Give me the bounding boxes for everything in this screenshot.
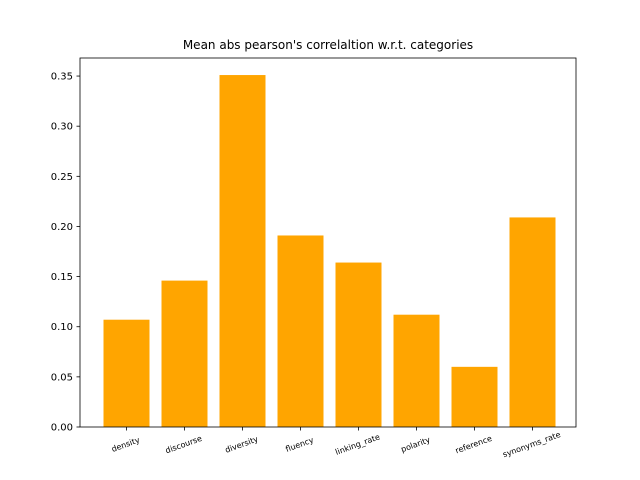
y-axis: 0.00 0.05 0.10 0.15 0.20 0.25 0.30 0.35 [51,72,80,434]
y-tick-label: 0.30 [51,122,73,133]
chart-title: Mean abs pearson's correlaltion w.r.t. c… [183,38,473,52]
x-tick-label: linking_rate [334,432,381,456]
bar-polarity [393,314,440,427]
bar-density [103,319,150,427]
x-tick-label: density [110,435,141,454]
plot-frame [79,57,577,428]
y-tick-label: 0.35 [51,72,73,83]
y-tick-label: 0.15 [51,272,73,283]
x-tick-label: polarity [400,435,432,454]
x-tick-label: synonyms_rate [501,430,561,459]
x-tick-label: diversity [224,434,260,454]
bar-reference [451,366,498,427]
bar-discourse [161,280,208,427]
bar-synonyms_rate [509,217,556,427]
x-tick-label: reference [454,434,493,456]
bar-diversity [219,75,266,427]
bars-layer [103,75,556,427]
bar-fluency [277,235,324,427]
x-axis: density discourse diversity fluency linking_… [110,427,562,459]
bar-linking_rate [335,262,382,427]
x-tick-label: discourse [164,434,203,456]
y-tick-label: 0.20 [51,222,73,233]
y-tick-label: 0.10 [51,322,73,333]
y-tick-label: 0.00 [51,423,73,434]
x-tick-label: fluency [284,435,315,454]
y-tick-label: 0.25 [51,172,73,183]
y-tick-label: 0.05 [51,372,73,383]
